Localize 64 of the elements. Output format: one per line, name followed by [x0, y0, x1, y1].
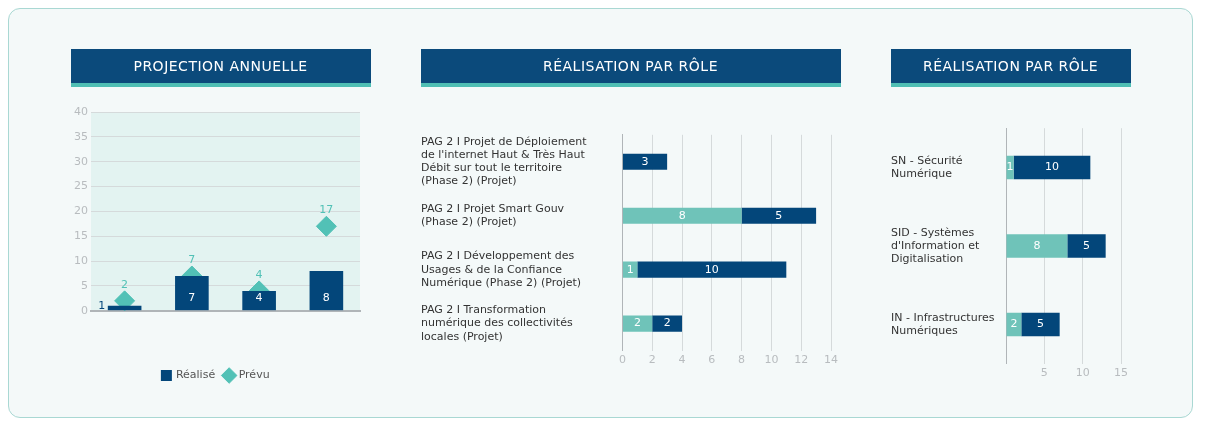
data-label: 5 [1036, 317, 1044, 331]
data-label: 10 [1044, 160, 1059, 174]
x-tick-label: 10 [1075, 366, 1090, 380]
x-tick-label: 0 [618, 353, 626, 367]
point [315, 215, 337, 237]
chart-title: RÉALISATION PAR RÔLE [890, 49, 1131, 83]
data-label: 3 [641, 154, 649, 168]
y-tick-label: PAG 2 I Développement des Usages & de la Confiance Numérique (Phase 2) (Projet) [420, 249, 581, 289]
y-tick-label: 0 [80, 303, 88, 317]
x-tick-label: 5 [1040, 366, 1048, 380]
legend-label: Réalisé [175, 368, 215, 382]
y-tick-label: IN - Infrastructures Numériques [890, 310, 995, 337]
y-tick-label: 25 [73, 179, 88, 193]
x-tick-label: 4 [678, 353, 686, 367]
data-label: 2 [120, 277, 128, 291]
data-label: 2 [663, 316, 671, 330]
x-tick-label: 6 [707, 353, 715, 367]
chart-title: PROJECTION ANNUELLE [70, 49, 371, 83]
y-tick-label: 20 [73, 204, 88, 218]
bar [1006, 234, 1067, 258]
data-label: 5 [1082, 238, 1090, 252]
data-label: 10 [704, 262, 719, 276]
y-tick-label: PAG 2 I Projet de Déploiement de l'internet Haut & Très Haut Débit sur tout le territoire (Phase 2) (Projet) [420, 134, 587, 188]
y-tick-label: PAG 2 I Transformation numérique des collectivités locales (Projet) [420, 303, 573, 343]
data-label: 7 [187, 291, 195, 305]
bar [651, 315, 682, 332]
y-tick-label: 35 [73, 129, 88, 143]
bar [622, 315, 652, 332]
x-tick-label: 15 [1113, 366, 1128, 380]
bar [1013, 155, 1090, 180]
y-tick-label: SN - Sécurité Numérique [890, 153, 963, 180]
y-tick-label: 30 [73, 154, 88, 168]
data-label: 4 [255, 291, 263, 305]
x-tick-label: 12 [793, 353, 808, 367]
data-label: 4 [255, 267, 263, 281]
data-label: 1 [626, 262, 634, 276]
data-label: 1 [1006, 160, 1014, 174]
data-label: 2 [633, 316, 641, 330]
x-tick-label: 8 [737, 353, 745, 367]
y-tick-label: 40 [73, 104, 88, 118]
y-tick-label: 10 [73, 253, 88, 267]
legend-label: Prévu [238, 368, 270, 382]
bar [622, 153, 667, 170]
data-label: 8 [1032, 238, 1040, 252]
data-label: 2 [1009, 317, 1017, 331]
y-tick-label: 15 [73, 229, 88, 243]
bar [1020, 312, 1060, 337]
data-label: 1 [97, 298, 105, 312]
bar [636, 261, 786, 278]
y-tick-label: SID - Systèmes d'Information et Digitalisation [890, 225, 980, 266]
bar [1066, 234, 1106, 258]
data-label: 8 [678, 208, 686, 222]
y-tick-label: 5 [80, 278, 88, 292]
bar [741, 207, 816, 224]
x-tick-label: 10 [763, 353, 778, 367]
data-label: 8 [322, 291, 330, 305]
data-label: 17 [318, 203, 333, 217]
bar [622, 207, 742, 224]
data-label: 5 [774, 208, 782, 222]
x-tick-label: 2 [648, 353, 656, 367]
data-label: 7 [187, 252, 195, 266]
x-tick-label: 14 [823, 353, 838, 367]
y-tick-label: PAG 2 I Projet Smart Gouv (Phase 2) (Projet) [420, 201, 565, 229]
chart-title: RÉALISATION PAR RÔLE [420, 49, 841, 83]
